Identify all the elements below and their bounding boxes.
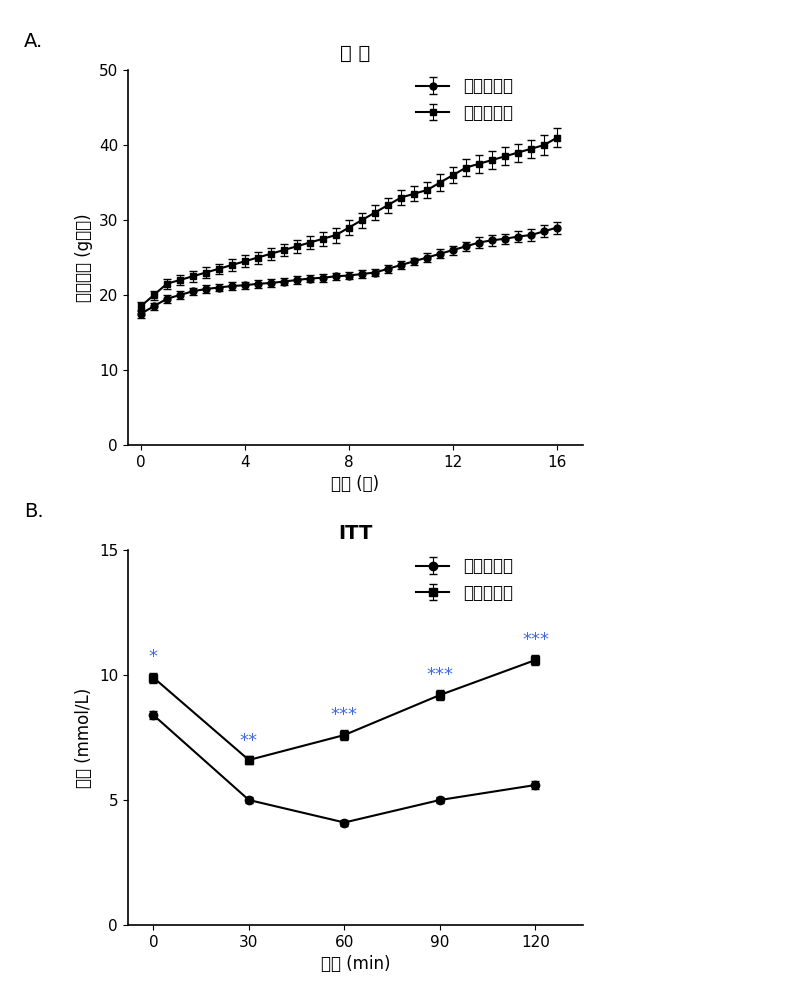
X-axis label: 时间 (min): 时间 (min): [321, 955, 390, 973]
Text: B.: B.: [24, 502, 44, 521]
Title: ITT: ITT: [338, 524, 373, 543]
Legend: 空白对照组, 模型对照组: 空白对照组, 模型对照组: [409, 71, 519, 128]
Y-axis label: 血糖 (mmol/L): 血糖 (mmol/L): [75, 687, 93, 788]
Text: ***: ***: [522, 631, 549, 649]
Legend: 空白对照组, 模型对照组: 空白对照组, 模型对照组: [409, 551, 519, 608]
Y-axis label: 平均体重 (g每天): 平均体重 (g每天): [75, 213, 93, 302]
Text: ***: ***: [331, 706, 358, 724]
X-axis label: 时间 (周): 时间 (周): [332, 475, 380, 493]
Text: *: *: [149, 648, 158, 666]
Text: ***: ***: [427, 666, 454, 684]
Title: 体 重: 体 重: [340, 44, 371, 63]
Text: A.: A.: [24, 32, 43, 51]
Text: **: **: [240, 732, 258, 750]
